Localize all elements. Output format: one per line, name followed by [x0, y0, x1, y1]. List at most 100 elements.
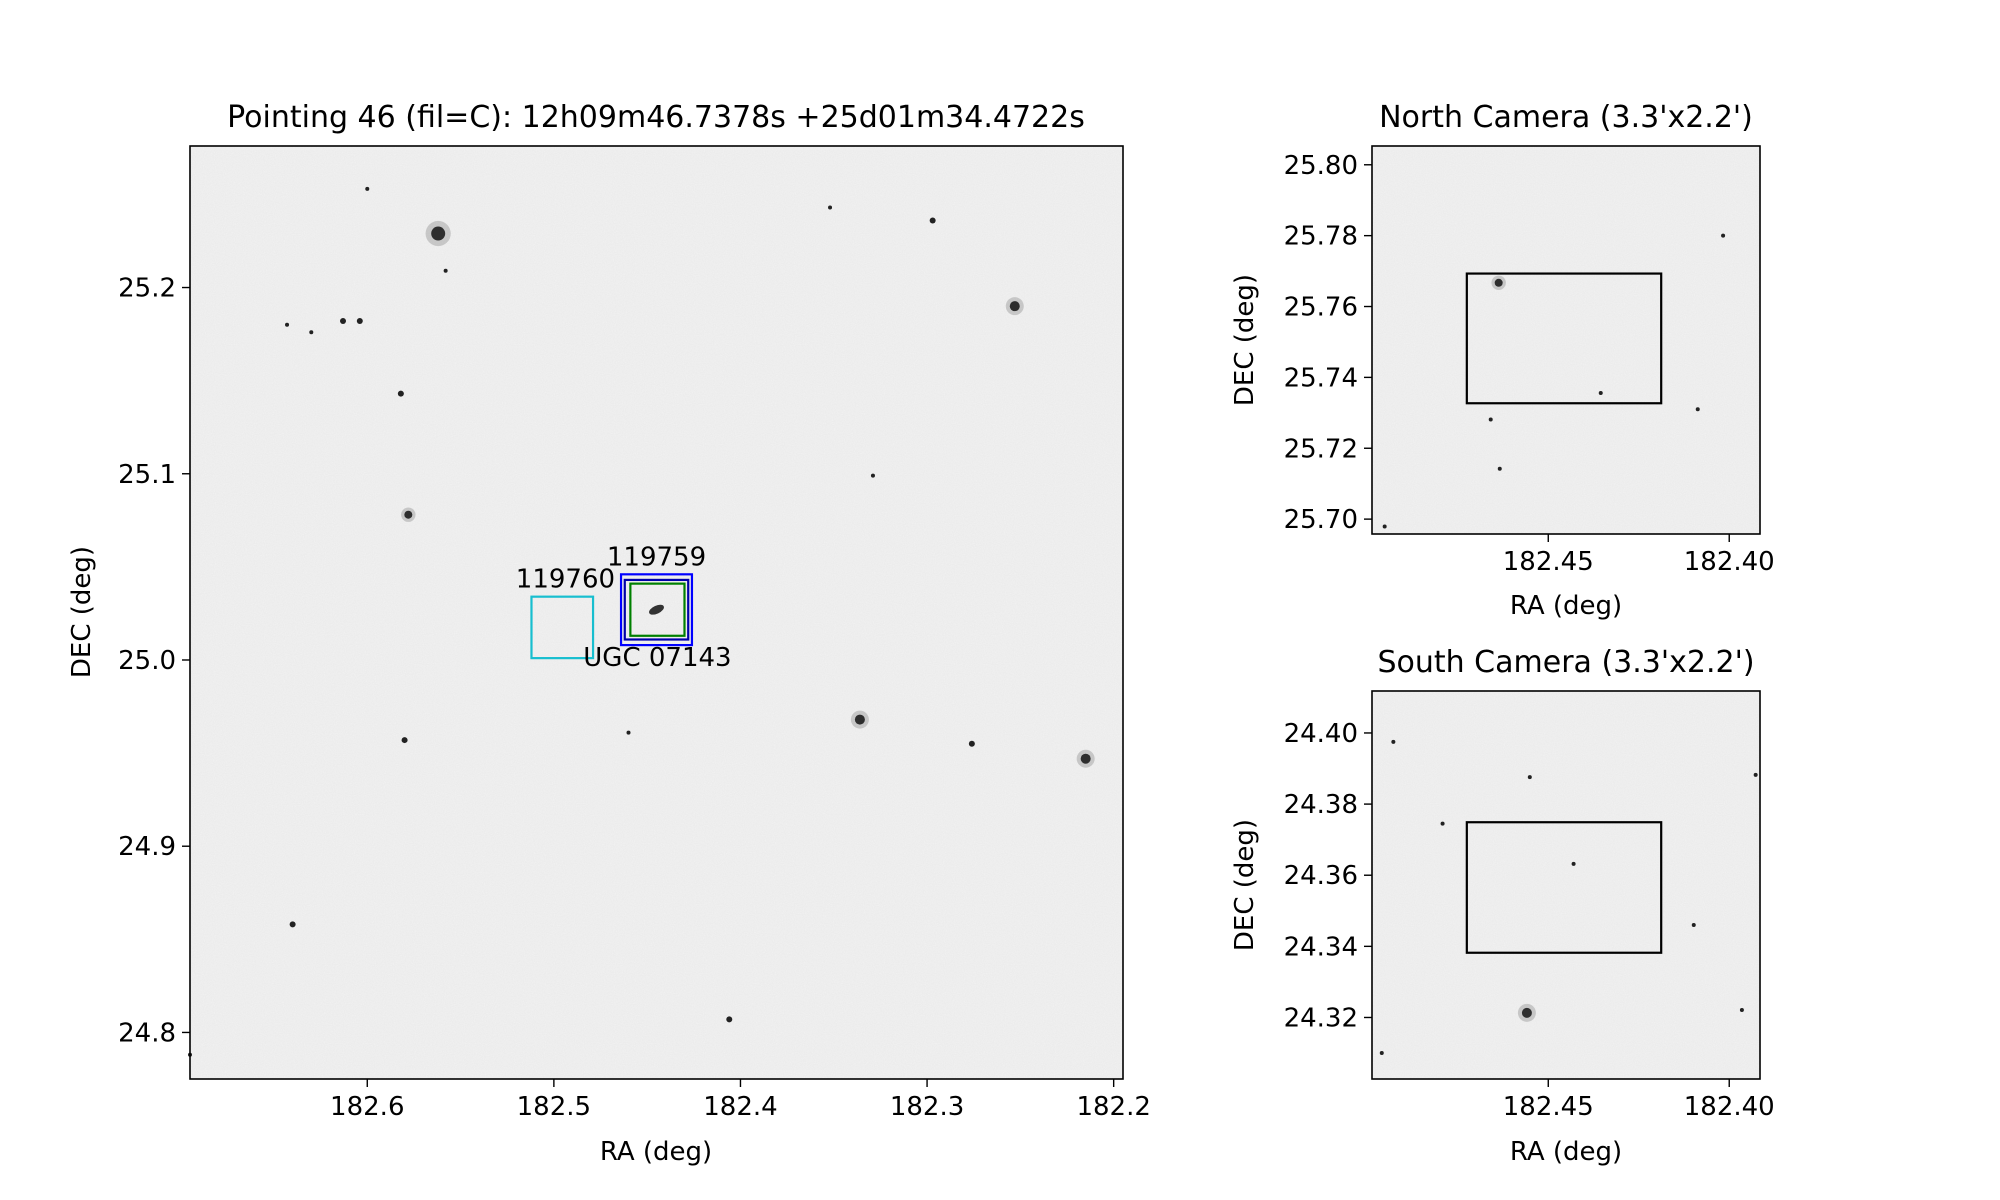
south-star — [1391, 739, 1396, 744]
main-yticks: 24.8 24.9 25.0 25.1 25.2 — [118, 274, 190, 1048]
main-frame — [189, 145, 1124, 1080]
main-box — [629, 582, 686, 637]
south-xlabel: RA (deg) — [1510, 1137, 1622, 1167]
main-xtick-label: 182.6 — [330, 1092, 404, 1122]
north-star-halo — [1491, 275, 1506, 290]
north-ylabel: DEC (deg) — [1230, 274, 1260, 406]
south-image-noise — [1372, 691, 1760, 1079]
main-star — [365, 186, 370, 191]
main-ytick-label: 25.2 — [118, 274, 176, 304]
north-image-noise — [1372, 146, 1760, 534]
main-star-halo — [1076, 749, 1095, 768]
main-box-label: UGC 07143 — [583, 643, 731, 673]
main-star — [309, 330, 314, 335]
south-title: South Camera (3.3'x2.2') — [1377, 645, 1754, 680]
north-star — [1497, 466, 1502, 471]
main-title: Pointing 46 (fil=C): 12h09m46.7378s +25d… — [227, 100, 1085, 135]
main-star — [870, 473, 875, 478]
north-xtick-label: 182.40 — [1684, 547, 1775, 577]
main-star-halo — [850, 710, 869, 729]
north-star — [1488, 417, 1493, 422]
main-xticks: 182.6 182.5 182.4 182.3 182.2 — [330, 1079, 1151, 1122]
south-stars — [1379, 739, 1758, 1056]
north-ytick-label: 25.70 — [1284, 505, 1358, 535]
north-star — [1695, 407, 1700, 412]
south-boxes — [1465, 821, 1663, 954]
main-star — [397, 390, 404, 397]
north-ytick-label: 25.78 — [1284, 222, 1358, 252]
main-box — [619, 573, 694, 647]
main-star-halo — [1005, 297, 1024, 316]
main-box-label: 119760 — [516, 565, 615, 595]
south-box — [1465, 821, 1663, 954]
main-panel: Pointing 46 (fil=C): 12h09m46.7378s +25d… — [67, 100, 1151, 1167]
north-ytick-label: 25.80 — [1284, 151, 1358, 181]
north-star — [1494, 278, 1503, 287]
main-star — [404, 510, 413, 519]
south-star — [1440, 821, 1445, 826]
south-star — [1379, 1051, 1384, 1056]
south-ylabel: DEC (deg) — [1230, 819, 1260, 951]
north-ytick-label: 25.74 — [1284, 363, 1358, 393]
main-star — [828, 205, 833, 210]
main-xtick-label: 182.3 — [890, 1092, 964, 1122]
north-xtick-label: 182.45 — [1503, 547, 1594, 577]
north-ytick-label: 25.72 — [1284, 434, 1358, 464]
north-star — [1382, 524, 1387, 529]
north-stars — [1382, 233, 1726, 529]
main-star — [854, 714, 865, 725]
main-star — [401, 737, 408, 744]
main-xtick-label: 182.2 — [1076, 1092, 1150, 1122]
main-star — [285, 322, 290, 327]
main-xlabel: RA (deg) — [600, 1137, 712, 1167]
south-star — [1691, 923, 1696, 928]
main-ytick-label: 24.8 — [118, 1018, 176, 1048]
north-xticks: 182.45 182.40 — [1503, 534, 1775, 577]
main-star — [1080, 753, 1091, 764]
main-xtick-label: 182.5 — [517, 1092, 591, 1122]
south-star — [1739, 1008, 1744, 1013]
main-xtick-label: 182.4 — [703, 1092, 777, 1122]
north-panel: North Camera (3.3'x2.2') 182.45 182.40 25… — [1230, 100, 1775, 621]
main-star — [1009, 301, 1020, 312]
south-ytick-label: 24.38 — [1284, 790, 1358, 820]
north-yticks: 25.70 25.72 25.74 25.76 25.78 25.80 — [1284, 151, 1372, 535]
south-star — [1753, 772, 1758, 777]
main-star — [340, 318, 347, 325]
main-star — [356, 318, 363, 325]
north-star — [1721, 233, 1726, 238]
north-title: North Camera (3.3'x2.2') — [1379, 100, 1753, 135]
north-box — [1465, 272, 1663, 405]
south-star — [1527, 775, 1532, 780]
south-star — [1521, 1007, 1532, 1018]
south-star-halo — [1517, 1003, 1536, 1022]
main-galaxy — [649, 604, 664, 615]
main-box — [623, 578, 690, 641]
main-ylabel: DEC (deg) — [67, 546, 97, 678]
main-ytick-label: 25.1 — [118, 460, 176, 490]
south-ytick-label: 24.36 — [1284, 861, 1358, 891]
main-star — [726, 1016, 733, 1023]
south-yticks: 24.32 24.34 24.36 24.38 24.40 — [1284, 719, 1372, 1033]
main-ytick-label: 25.0 — [118, 646, 176, 676]
north-frame — [1371, 145, 1761, 535]
south-ytick-label: 24.34 — [1284, 932, 1358, 962]
main-star — [289, 921, 296, 928]
main-star — [929, 217, 936, 224]
main-ytick-label: 24.9 — [118, 832, 176, 862]
south-xtick-label: 182.40 — [1684, 1092, 1775, 1122]
main-box — [530, 595, 595, 660]
main-box-label: 119759 — [607, 542, 706, 572]
south-ytick-label: 24.32 — [1284, 1003, 1358, 1033]
south-frame — [1371, 690, 1761, 1080]
south-panel: South Camera (3.3'x2.2') 182.45 182.40 24… — [1230, 645, 1775, 1167]
main-star-halo — [425, 220, 451, 247]
south-star — [1571, 861, 1576, 866]
north-boxes — [1465, 272, 1663, 405]
north-xlabel: RA (deg) — [1510, 591, 1622, 621]
south-xtick-label: 182.45 — [1503, 1092, 1594, 1122]
south-xticks: 182.45 182.40 — [1503, 1079, 1775, 1122]
main-star — [443, 268, 448, 273]
